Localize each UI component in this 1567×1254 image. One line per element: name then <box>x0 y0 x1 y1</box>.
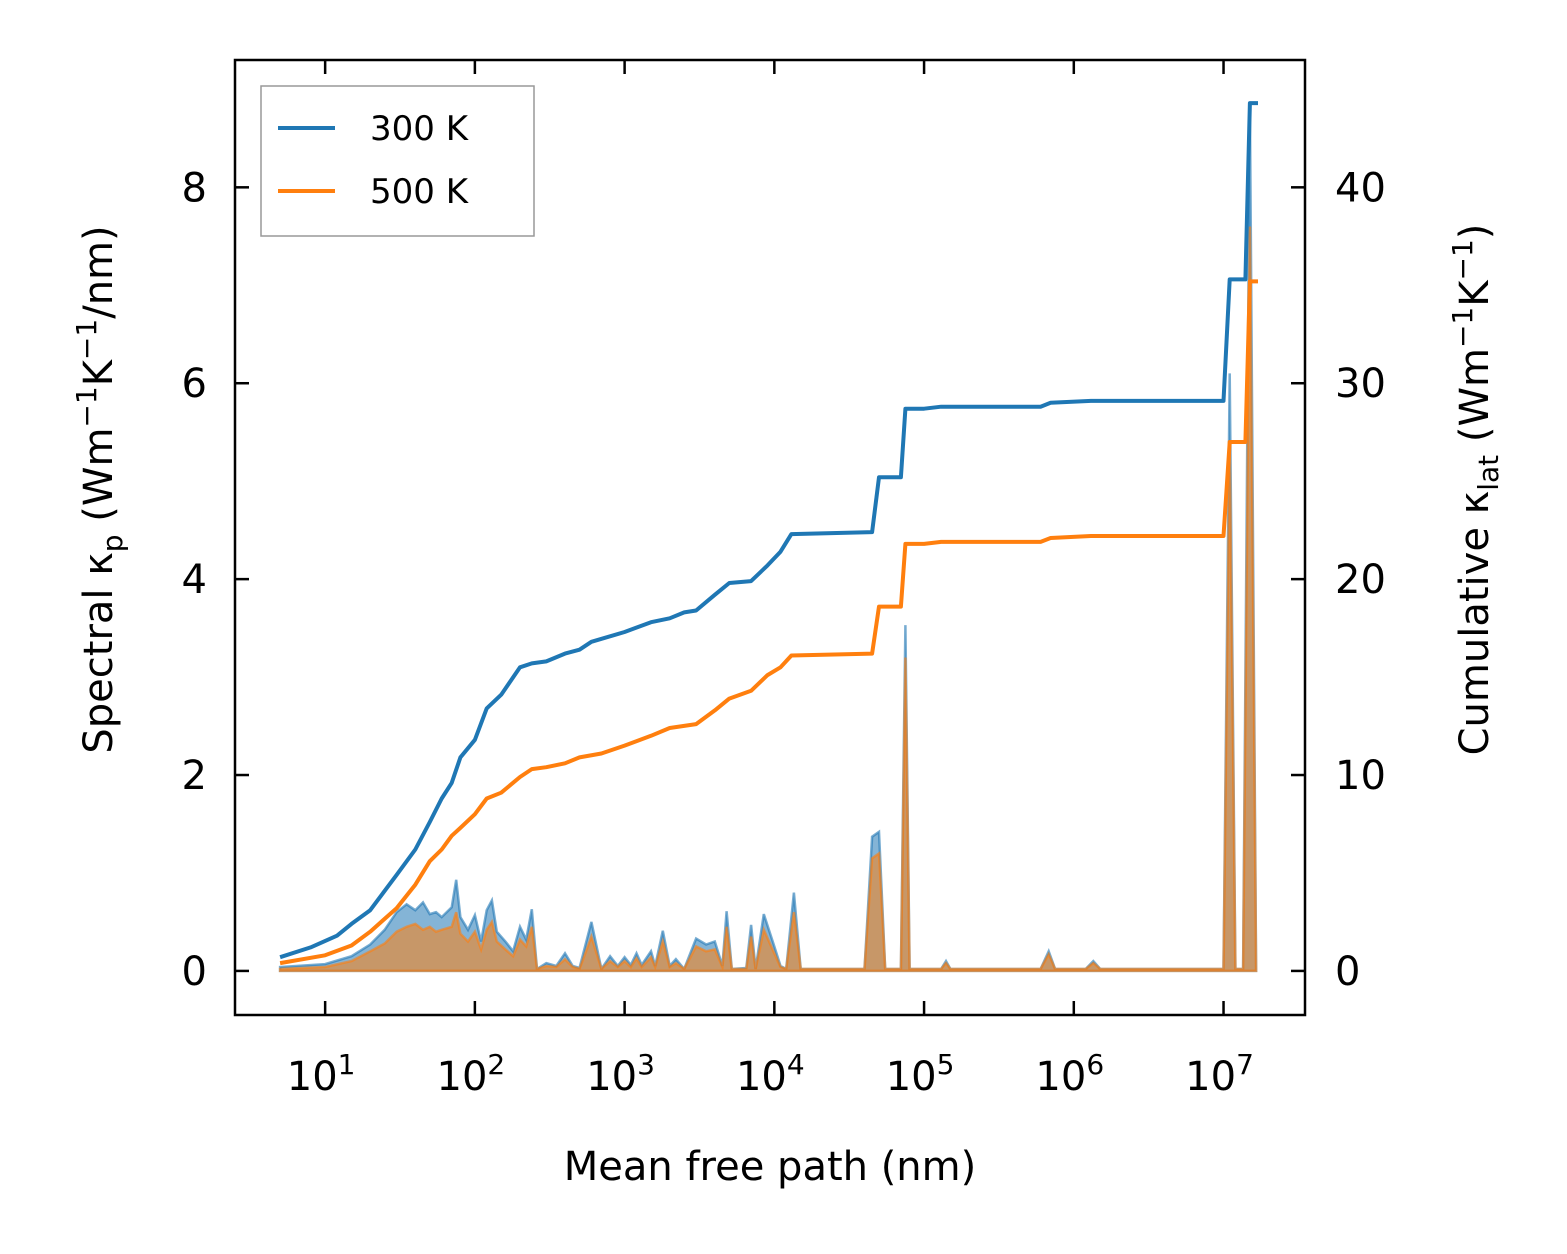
legend-box <box>260 85 535 237</box>
plot-area <box>278 101 1258 973</box>
x-tick-label: 106 <box>1035 1048 1104 1100</box>
y-right-tick-label: 20 <box>1335 557 1386 603</box>
plot-frame <box>233 58 1307 1017</box>
y-left-axis-title: Spectral κp (Wm−1K−1/nm) <box>70 225 129 753</box>
y-left-tick-label: 8 <box>182 165 207 211</box>
cumulative-line-500k <box>279 279 1258 966</box>
legend: 300 K 500 K <box>260 85 535 237</box>
x-tick-label: 101 <box>287 1048 356 1100</box>
y-left-tick-label: 2 <box>182 753 207 799</box>
cumulative-line-300k <box>279 101 1258 960</box>
legend-label: 500 K <box>370 172 470 212</box>
x-tick-label: 104 <box>736 1048 805 1100</box>
axis-labels: Mean free path (nm) Spectral κp (Wm−1K−1/… <box>70 224 1505 1190</box>
x-tick-label: 105 <box>886 1048 955 1100</box>
y-right-axis-title: Cumulative κlat (Wm−1K−1) <box>1446 224 1505 756</box>
x-tick-label: 107 <box>1185 1048 1254 1100</box>
x-tick-label: 103 <box>586 1048 655 1100</box>
y-right-tick-label: 10 <box>1335 753 1386 799</box>
y-right-tick-label: 40 <box>1335 165 1386 211</box>
axes: 101 102 103 104 105 106 107 0 2 4 6 8 0 10 20 30 40 <box>182 58 1386 1100</box>
y-right-tick-label: 0 <box>1335 949 1360 995</box>
y-left-tick-label: 0 <box>182 949 207 995</box>
y-right-axis-title-text: Cumulative κlat (Wm−1K−1) <box>1446 224 1505 756</box>
y-left-tick-label: 6 <box>182 361 207 407</box>
x-axis-title: Mean free path (nm) <box>564 1144 976 1190</box>
y-left-tick-label: 4 <box>182 557 207 603</box>
legend-label: 300 K <box>370 109 470 149</box>
x-tick-label: 102 <box>437 1048 506 1100</box>
spectral-area-500k <box>278 226 1258 973</box>
y-left-axis-title-text: Spectral κp (Wm−1K−1/nm) <box>70 225 129 753</box>
y-right-tick-label: 30 <box>1335 361 1386 407</box>
